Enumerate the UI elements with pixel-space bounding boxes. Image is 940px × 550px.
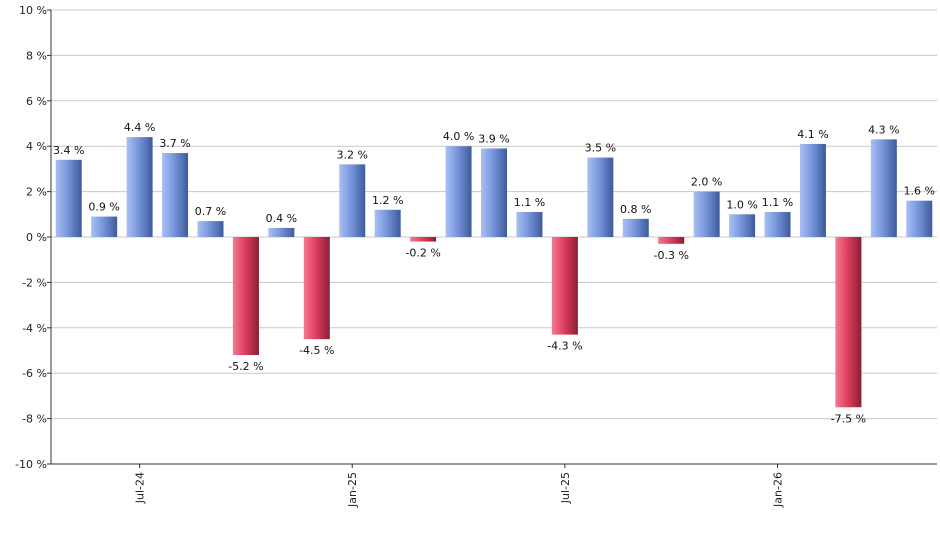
y-tick-label: 10 % [19, 4, 47, 17]
bar [303, 237, 330, 340]
bar [162, 153, 189, 237]
bar [693, 191, 720, 237]
data-label: 3.5 % [585, 142, 616, 155]
data-label: 4.4 % [124, 121, 155, 134]
data-label: 4.0 % [443, 130, 474, 143]
bar [799, 143, 826, 237]
y-tick-label: 2 % [26, 186, 47, 199]
data-label: -0.2 % [405, 247, 440, 260]
bar [91, 216, 118, 237]
bar [445, 146, 472, 237]
y-tick-label: 8 % [26, 49, 47, 62]
data-label: 0.8 % [620, 203, 651, 216]
data-label: -4.5 % [299, 344, 334, 357]
bars [55, 137, 933, 408]
bar [339, 164, 366, 237]
bar [658, 237, 685, 244]
y-tick-label: -6 % [22, 367, 47, 380]
y-tick-label: -8 % [22, 413, 47, 426]
data-label: 3.9 % [478, 132, 509, 145]
bar [268, 227, 295, 237]
data-label: 0.9 % [88, 201, 119, 214]
bar [551, 237, 578, 335]
data-label: 2.0 % [691, 176, 722, 189]
data-label: 3.7 % [159, 137, 190, 150]
data-label: 3.2 % [337, 148, 368, 161]
y-tick-label: 0 % [26, 231, 47, 244]
bar [55, 159, 82, 237]
bar [410, 237, 437, 242]
data-label: 3.4 % [53, 144, 84, 157]
bar [374, 209, 401, 237]
data-label: 4.1 % [797, 128, 828, 141]
x-tick-label: Jan-25 [346, 472, 359, 508]
data-label: 0.4 % [266, 212, 297, 225]
bar [906, 200, 933, 237]
data-label: 1.1 % [762, 196, 793, 209]
bar [126, 137, 153, 237]
y-tick-label: 6 % [26, 95, 47, 108]
x-tick-label: Jul-25 [559, 472, 572, 504]
bar [516, 212, 543, 237]
data-labels: 3.4 % 0.9 % 4.4 % 3.7 % 0.7 % -5.2 % 0.4 % -4.5… [53, 121, 935, 425]
bar [481, 148, 507, 237]
y-tick-label: -10 % [15, 458, 47, 471]
bar [587, 157, 614, 237]
bar [870, 139, 897, 237]
y-tick-label: 4 % [26, 140, 47, 153]
x-axis-labels: Jul-24 Jan-25 Jul-25 Jan-26 [134, 464, 785, 508]
bar [729, 214, 756, 237]
bar [197, 221, 224, 237]
bar [764, 212, 791, 237]
data-label: 1.6 % [904, 185, 935, 198]
data-label: 1.1 % [514, 196, 545, 209]
data-label: 4.3 % [868, 123, 899, 136]
axes [50, 10, 937, 465]
data-label: -0.3 % [653, 249, 688, 262]
data-label: -5.2 % [228, 360, 263, 373]
data-label: 0.7 % [195, 205, 226, 218]
data-label: -4.3 % [547, 340, 582, 353]
y-tick-label: -2 % [22, 276, 47, 289]
bar [232, 237, 259, 356]
x-tick-label: Jul-24 [134, 472, 147, 504]
data-label: 1.0 % [726, 198, 757, 211]
data-label: -7.5 % [831, 412, 866, 425]
bar [835, 237, 862, 408]
data-label: 1.2 % [372, 194, 403, 207]
y-tick-label: -4 % [22, 322, 47, 335]
x-tick-label: Jan-26 [772, 472, 785, 508]
y-axis-ticks: 10 % 8 % 6 % 4 % 2 % 0 % -2 % -4 % -6 % -8 % -10 % [15, 4, 51, 471]
bar [622, 218, 649, 237]
